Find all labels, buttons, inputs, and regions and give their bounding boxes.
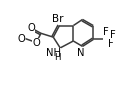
- Text: F: F: [108, 39, 114, 49]
- Text: H: H: [54, 53, 60, 62]
- Text: O: O: [17, 34, 25, 44]
- Text: O: O: [27, 23, 35, 33]
- Text: O: O: [32, 38, 40, 48]
- Text: N: N: [77, 48, 85, 58]
- Text: F: F: [103, 27, 108, 37]
- Text: Br: Br: [52, 14, 64, 24]
- Text: F: F: [110, 30, 116, 40]
- Text: NH: NH: [46, 48, 61, 58]
